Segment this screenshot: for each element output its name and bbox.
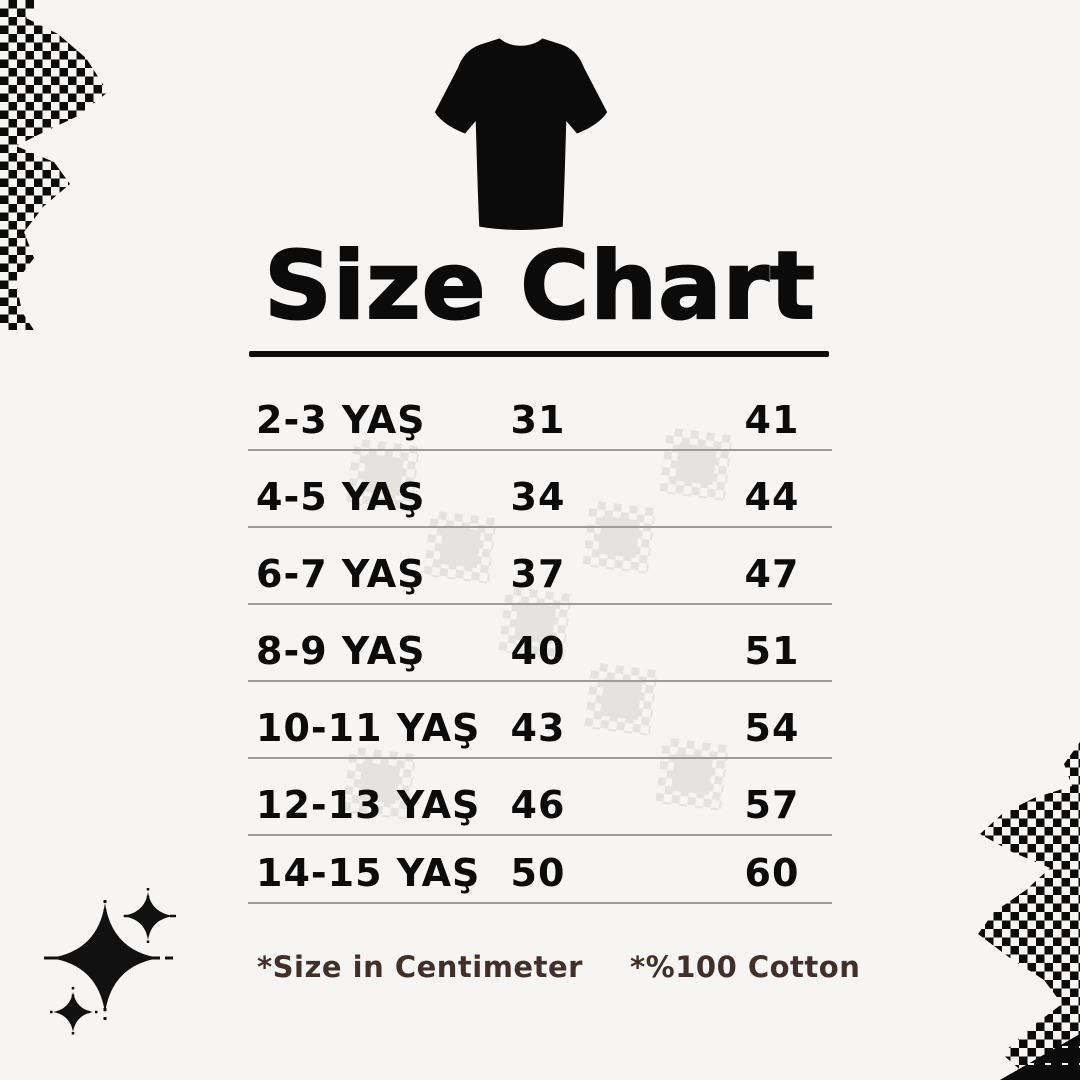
measurement-value-1: 43 xyxy=(510,706,566,750)
tshirt-icon xyxy=(434,38,608,231)
measurement-value-1: 37 xyxy=(510,552,566,596)
table-row: 4-5 YAŞ 34 44 xyxy=(248,451,832,528)
table-row: 14-15 YAŞ 50 60 xyxy=(248,836,832,904)
measurement-value-1: 40 xyxy=(510,629,566,673)
measurement-value-1: 31 xyxy=(510,398,566,442)
table-row: 8-9 YAŞ 40 51 xyxy=(248,605,832,682)
footnote-size-unit: *Size in Centimeter xyxy=(257,950,583,984)
measurement-value-2: 60 xyxy=(744,851,800,895)
age-range-label: 4-5 YAŞ xyxy=(256,475,426,519)
table-row: 6-7 YAŞ 37 47 xyxy=(248,528,832,605)
table-row: 2-3 YAŞ 31 41 xyxy=(248,374,832,451)
footnote-material: *%100 Cotton xyxy=(630,950,861,984)
measurement-value-1: 46 xyxy=(510,783,566,827)
pixel-blob-bottom-right xyxy=(978,742,1080,1080)
page-title: Size Chart xyxy=(263,232,816,341)
age-range-label: 14-15 YAŞ xyxy=(256,851,481,895)
age-range-label: 2-3 YAŞ xyxy=(256,398,426,442)
measurement-value-1: 34 xyxy=(510,475,566,519)
measurement-value-2: 41 xyxy=(744,398,800,442)
title-underline xyxy=(249,351,829,357)
table-row: 10-11 YAŞ 43 54 xyxy=(248,682,832,759)
measurement-value-2: 51 xyxy=(744,629,800,673)
measurement-value-2: 47 xyxy=(744,552,800,596)
measurement-value-2: 44 xyxy=(744,475,800,519)
sparkles-icon xyxy=(44,888,176,1038)
age-range-label: 12-13 YAŞ xyxy=(256,783,481,827)
measurement-value-2: 57 xyxy=(744,783,800,827)
table-row: 12-13 YAŞ 46 57 xyxy=(248,759,832,836)
age-range-label: 8-9 YAŞ xyxy=(256,629,426,673)
measurement-value-2: 54 xyxy=(744,706,800,750)
size-table-body: 2-3 YAŞ 31 41 4-5 YAŞ 34 44 6-7 YAŞ 37 4… xyxy=(248,374,832,904)
age-range-label: 10-11 YAŞ xyxy=(256,706,481,750)
measurement-value-1: 50 xyxy=(510,851,566,895)
age-range-label: 6-7 YAŞ xyxy=(256,552,426,596)
